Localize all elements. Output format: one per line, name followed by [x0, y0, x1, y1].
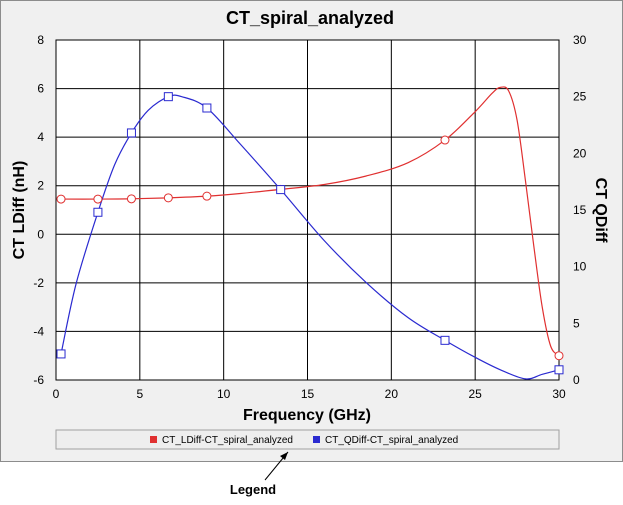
data-point-ldiff: [554, 351, 564, 361]
data-point-ldiff: [202, 191, 212, 201]
legend-callout-label: Legend: [230, 482, 276, 497]
y-tick-label: 8: [37, 33, 44, 47]
data-point-qdiff: [276, 185, 286, 195]
legend-label-qdiff: CT_QDiff-CT_spiral_analyzed: [325, 435, 458, 446]
legend-callout-arrow: [264, 451, 289, 481]
data-point-qdiff: [56, 349, 66, 359]
y-tick-label: 4: [37, 130, 44, 144]
legend-swatch-ldiff: [150, 436, 157, 443]
data-point-ldiff: [163, 193, 173, 203]
y-tick-label: -2: [33, 276, 44, 290]
x-tick-label: 15: [301, 387, 315, 401]
x-tick-label: 30: [552, 387, 566, 401]
x-tick-label: 10: [217, 387, 231, 401]
data-point-qdiff: [440, 335, 450, 345]
series-line-2: [60, 94, 559, 380]
x-tick-label: 0: [53, 387, 60, 401]
data-point-ldiff: [93, 194, 103, 204]
y-tick-label: -4: [33, 324, 44, 338]
chart-title: CT_spiral_analyzed: [226, 8, 394, 28]
x-tick-label: 25: [468, 387, 482, 401]
y-tick-label: 2: [37, 179, 44, 193]
x-tick-label: 5: [136, 387, 143, 401]
data-point-qdiff: [202, 103, 212, 113]
y2-tick-label: 20: [573, 146, 587, 160]
series-markers: [56, 92, 564, 375]
y2-tick-label: 25: [573, 90, 587, 104]
data-point-qdiff: [93, 207, 103, 217]
y2-axis-title: CT QDiff: [592, 178, 609, 244]
legend-label-ldiff: CT_LDiff-CT_spiral_analyzed: [162, 435, 293, 446]
y2-tick-label: 15: [573, 203, 587, 217]
data-point-ldiff: [126, 194, 136, 204]
data-point-qdiff: [163, 92, 173, 102]
y-tick-label: 0: [37, 227, 44, 241]
y2-tick-label: 10: [573, 260, 587, 274]
data-point-ldiff: [56, 194, 66, 204]
y2-tick-label: 0: [573, 373, 580, 387]
y2-tick-label: 30: [573, 33, 587, 47]
legend-box: [55, 429, 560, 450]
y-tick-label: 6: [37, 82, 44, 96]
grid-lines: [56, 40, 559, 380]
data-point-qdiff: [554, 365, 564, 375]
y2-tick-label: 5: [573, 316, 580, 330]
tick-labels: 0 5 10 15 20 25 30 -6 -4 -2 0 2 4 6 8 0 5 10 15 20 25 30: [33, 33, 586, 401]
data-point-qdiff: [126, 128, 136, 138]
legend: CT_LDiff-CT_spiral_analyzed CT_QDiff-CT_…: [55, 429, 560, 450]
y-tick-label: -6: [33, 373, 44, 387]
x-tick-label: 20: [385, 387, 399, 401]
legend-swatch-qdiff: [313, 436, 320, 443]
x-axis-title: Frequency (GHz): [243, 407, 371, 424]
data-point-ldiff: [440, 135, 450, 145]
y-axis-title: CT LDiff (nH): [11, 161, 28, 260]
